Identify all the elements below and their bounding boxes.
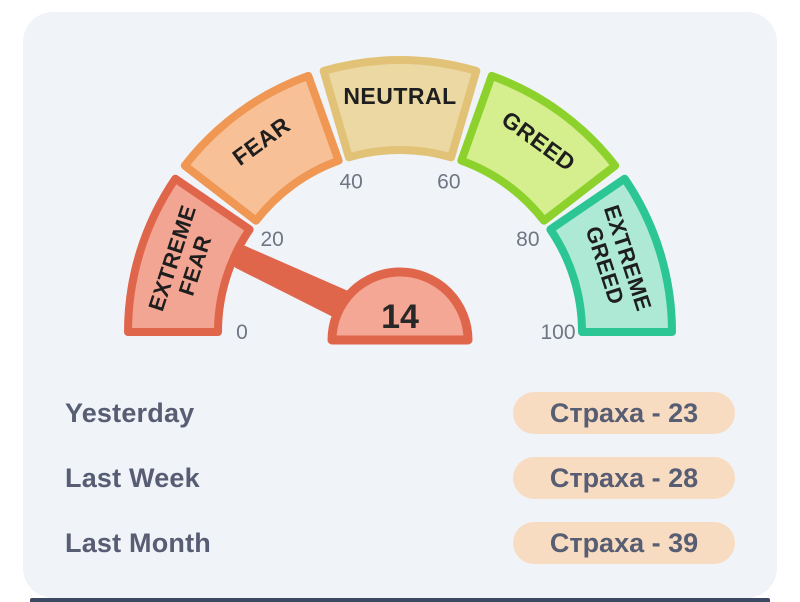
gauge-segment-neutral [319,56,481,162]
history-section: Yesterday Страха - 23 Last Week Страха -… [65,392,735,564]
bottom-edge-bar [30,598,770,602]
gauge-segment-greed [457,71,620,225]
history-label-last-week: Last Week [65,462,200,493]
gauge-current-value: 14 [381,298,419,336]
history-value-badge-yesterday: Страха - 23 [513,392,735,434]
gauge-tick-20: 20 [260,228,283,251]
gauge-tick-100: 100 [540,321,575,344]
history-row: Last Week Страха - 28 [65,457,735,499]
history-value-badge-last-month: Страха - 39 [513,522,735,564]
gauge-segment-label-neutral: NEUTRAL [343,83,456,109]
fear-greed-gauge: EXTREMEFEARFEARNEUTRALGREEDEXTREMEGREED0… [124,56,676,345]
gauge-segment-fear [180,71,343,225]
gauge-segment-extreme-greed [546,174,676,336]
history-label-last-month: Last Month [65,527,211,558]
history-label-yesterday: Yesterday [65,397,195,428]
history-row: Last Month Страха - 39 [65,522,735,564]
history-value-badge-last-week: Страха - 28 [513,457,735,499]
gauge-tick-0: 0 [236,321,248,344]
gauge-tick-40: 40 [339,171,362,194]
gauge-hub [327,267,473,345]
gauge-tick-80: 80 [516,228,539,251]
gauge-segment-extreme-fear [124,174,254,336]
gauge-tick-60: 60 [437,171,460,194]
history-row: Yesterday Страха - 23 [65,392,735,434]
